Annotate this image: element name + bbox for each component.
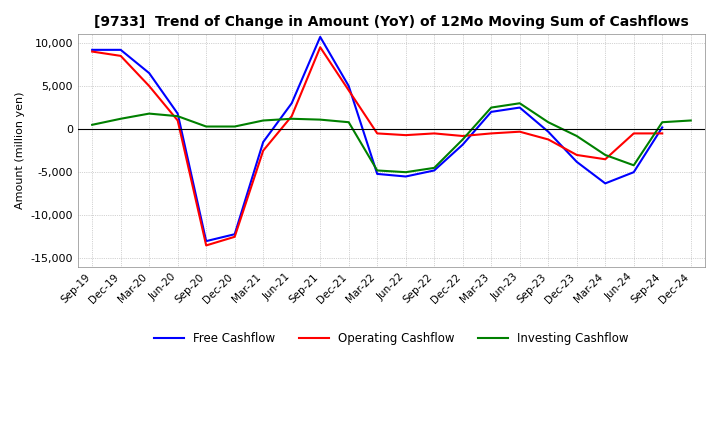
Free Cashflow (344, 84, 353, 89)
Operating Cashflow (459, 133, 467, 139)
Operating Cashflow (430, 131, 438, 136)
Investing Cashflow (88, 122, 96, 128)
Investing Cashflow (544, 120, 552, 125)
Y-axis label: Amount (million yen): Amount (million yen) (15, 92, 25, 209)
Free Cashflow (230, 231, 239, 237)
Investing Cashflow (316, 117, 325, 122)
Operating Cashflow (259, 148, 268, 153)
Investing Cashflow (174, 114, 182, 119)
Line: Free Cashflow: Free Cashflow (92, 37, 662, 241)
Operating Cashflow (117, 53, 125, 59)
Operating Cashflow (373, 131, 382, 136)
Operating Cashflow (487, 131, 495, 136)
Investing Cashflow (145, 111, 153, 116)
Operating Cashflow (658, 131, 667, 136)
Free Cashflow (174, 111, 182, 116)
Investing Cashflow (401, 169, 410, 175)
Free Cashflow (516, 105, 524, 110)
Free Cashflow (658, 125, 667, 130)
Investing Cashflow (516, 101, 524, 106)
Free Cashflow (259, 139, 268, 145)
Investing Cashflow (344, 120, 353, 125)
Free Cashflow (88, 47, 96, 52)
Operating Cashflow (344, 88, 353, 93)
Operating Cashflow (572, 152, 581, 158)
Investing Cashflow (430, 165, 438, 171)
Legend: Free Cashflow, Operating Cashflow, Investing Cashflow: Free Cashflow, Operating Cashflow, Inves… (150, 327, 634, 349)
Free Cashflow (572, 159, 581, 165)
Operating Cashflow (629, 131, 638, 136)
Line: Investing Cashflow: Investing Cashflow (92, 103, 690, 172)
Operating Cashflow (401, 132, 410, 138)
Operating Cashflow (174, 118, 182, 123)
Investing Cashflow (287, 116, 296, 121)
Investing Cashflow (658, 120, 667, 125)
Free Cashflow (487, 109, 495, 114)
Free Cashflow (316, 34, 325, 40)
Free Cashflow (430, 168, 438, 173)
Investing Cashflow (230, 124, 239, 129)
Title: [9733]  Trend of Change in Amount (YoY) of 12Mo Moving Sum of Cashflows: [9733] Trend of Change in Amount (YoY) o… (94, 15, 689, 29)
Line: Operating Cashflow: Operating Cashflow (92, 47, 662, 246)
Operating Cashflow (287, 114, 296, 119)
Investing Cashflow (686, 118, 695, 123)
Free Cashflow (401, 174, 410, 179)
Free Cashflow (202, 238, 210, 244)
Investing Cashflow (487, 105, 495, 110)
Investing Cashflow (117, 116, 125, 121)
Free Cashflow (459, 142, 467, 147)
Investing Cashflow (572, 133, 581, 139)
Free Cashflow (117, 47, 125, 52)
Investing Cashflow (259, 118, 268, 123)
Free Cashflow (629, 169, 638, 175)
Operating Cashflow (516, 129, 524, 134)
Operating Cashflow (601, 157, 610, 162)
Operating Cashflow (202, 243, 210, 248)
Investing Cashflow (601, 152, 610, 158)
Free Cashflow (601, 181, 610, 186)
Operating Cashflow (88, 49, 96, 54)
Operating Cashflow (145, 84, 153, 89)
Free Cashflow (544, 129, 552, 134)
Free Cashflow (287, 101, 296, 106)
Free Cashflow (145, 70, 153, 76)
Investing Cashflow (373, 168, 382, 173)
Investing Cashflow (202, 124, 210, 129)
Investing Cashflow (459, 137, 467, 142)
Operating Cashflow (230, 234, 239, 239)
Investing Cashflow (629, 163, 638, 168)
Operating Cashflow (544, 137, 552, 142)
Operating Cashflow (316, 44, 325, 50)
Free Cashflow (373, 171, 382, 176)
